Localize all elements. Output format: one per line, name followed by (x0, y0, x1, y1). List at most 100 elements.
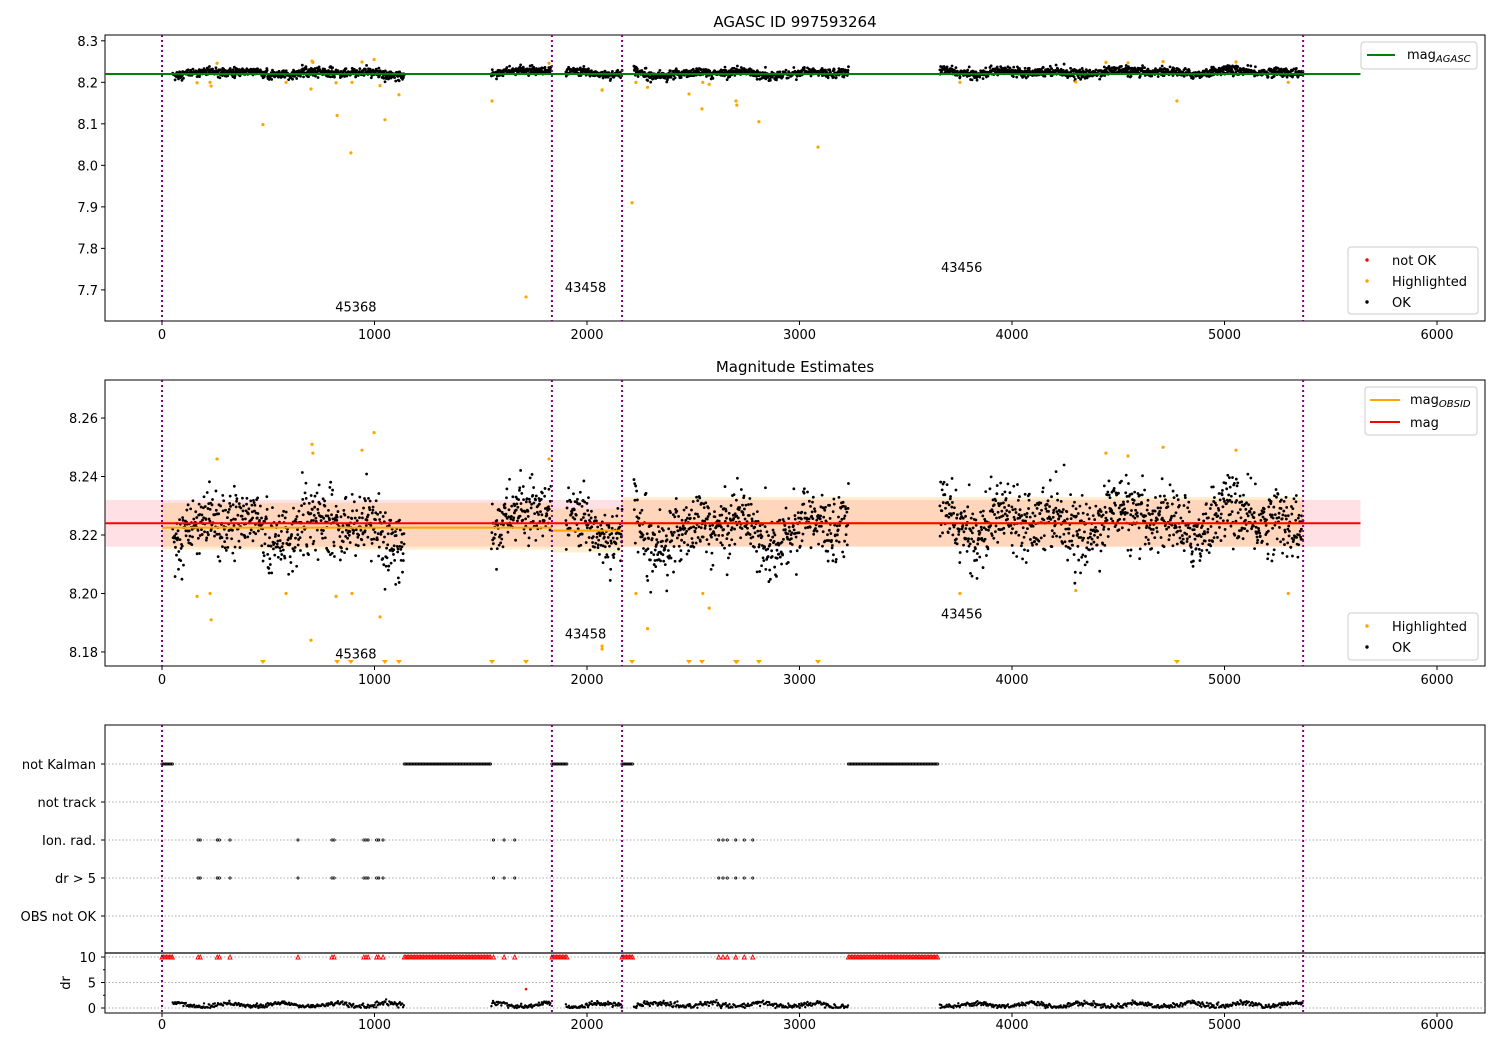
ok-point (302, 75, 305, 79)
ok-point (540, 513, 544, 517)
ok-point (587, 536, 591, 539)
ok-point (1011, 508, 1015, 512)
ok-point (993, 513, 996, 516)
ok-point (632, 478, 636, 481)
ok-point (321, 536, 325, 540)
ok-point (1271, 526, 1274, 530)
ok-point (677, 533, 681, 537)
ok-point (523, 531, 527, 535)
ok-point (673, 76, 677, 80)
ok-point (1174, 511, 1178, 515)
ok-point (1151, 512, 1154, 516)
ok-point (1010, 544, 1014, 547)
ok-point (576, 497, 579, 501)
ok-point (279, 557, 283, 561)
ok-point (1076, 544, 1080, 548)
ok-point (665, 80, 669, 84)
ok-point (323, 504, 327, 508)
ok-point (723, 65, 727, 69)
x-tick-label: 4000 (995, 328, 1028, 343)
ok-point (180, 78, 184, 82)
ok-point (338, 535, 342, 538)
ok-point (671, 533, 675, 537)
ok-point (999, 65, 1003, 69)
ok-point (1006, 517, 1009, 521)
ok-point (798, 544, 802, 548)
highlighted-point (383, 118, 387, 122)
ok-point (1206, 530, 1210, 534)
ok-point (1023, 492, 1027, 496)
ok-point (1272, 548, 1276, 552)
ok-point (1112, 489, 1116, 493)
ok-point (713, 515, 717, 519)
ok-point (753, 531, 757, 535)
ok-point (579, 518, 583, 522)
ok-point (354, 543, 358, 547)
ok-point (732, 66, 736, 70)
ok-point (268, 536, 271, 540)
ok-point (837, 515, 840, 519)
ok-point (1211, 485, 1215, 489)
ok-point (1077, 558, 1081, 562)
highlighted-point (195, 594, 199, 599)
ok-point (955, 542, 959, 546)
ok-point (748, 497, 752, 500)
ok-point (787, 525, 791, 529)
ok-point (548, 67, 552, 71)
ok-point (520, 492, 524, 495)
ok-point (1244, 507, 1248, 511)
ok-point (547, 505, 550, 509)
ok-point (1253, 547, 1256, 550)
ok-point (1265, 542, 1269, 546)
ok-point (256, 512, 260, 515)
ok-point (312, 519, 315, 522)
ok-point (1122, 500, 1125, 504)
ok-point (789, 550, 793, 553)
ok-point (642, 552, 646, 556)
ok-point (531, 519, 535, 523)
ok-point (768, 577, 772, 581)
ok-point (1024, 561, 1028, 564)
ok-point (1033, 514, 1037, 518)
ok-point (297, 509, 301, 513)
ok-point (1145, 508, 1149, 512)
ok-point (664, 534, 668, 538)
ok-point (1085, 560, 1089, 564)
ok-point (970, 531, 974, 535)
highlighted-point (208, 80, 212, 84)
ok-point (603, 535, 606, 539)
ok-point (704, 501, 708, 505)
ok-point (815, 518, 819, 522)
ok-point (1062, 532, 1066, 536)
ok-point (679, 549, 683, 553)
ok-point (497, 543, 501, 547)
ok-point (809, 546, 813, 550)
ok-point (690, 508, 693, 512)
ok-point (705, 550, 708, 554)
ok-point (194, 510, 198, 514)
ok-point (1171, 544, 1175, 548)
ok-point (607, 523, 611, 527)
ok-point (703, 519, 707, 523)
ok-point (950, 513, 953, 517)
ok-point (1109, 517, 1113, 521)
ok-point (1229, 512, 1232, 516)
ok-point (1052, 532, 1056, 535)
ok-point (1067, 527, 1071, 531)
ok-point (795, 74, 799, 78)
ok-point (500, 510, 504, 514)
ok-point (280, 545, 284, 548)
y-tick-label: 7.8 (77, 242, 98, 257)
ok-point (961, 524, 965, 527)
ok-point (999, 481, 1003, 485)
ok-point (309, 494, 313, 497)
ok-point (1072, 553, 1076, 556)
ok-point (995, 65, 999, 69)
x-tick-label: 5000 (1208, 673, 1241, 688)
ok-point (1249, 507, 1253, 511)
ok-point (384, 564, 388, 568)
ok-point (756, 529, 760, 533)
ok-point (1188, 535, 1192, 539)
ok-point (1234, 519, 1238, 523)
ok-point (649, 524, 653, 527)
